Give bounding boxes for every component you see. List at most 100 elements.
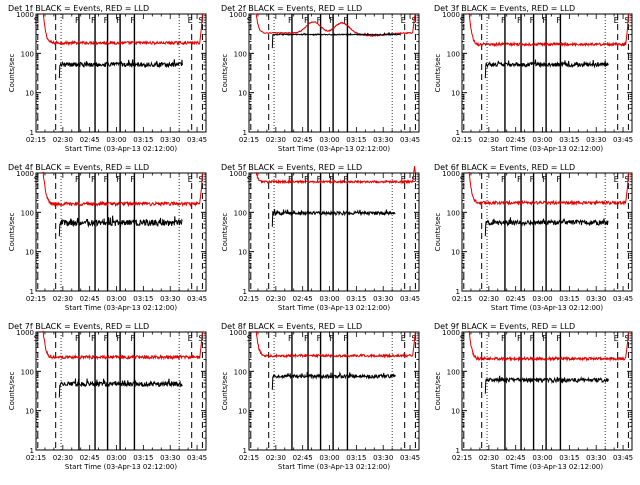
events-series-line [58, 378, 183, 398]
detector-panel-8: Det 8f BLACK = Events, RED = LLD 1 10 100 10… [221, 322, 420, 471]
marker-label: F [501, 16, 506, 25]
y-tick-label: 1000 [16, 11, 34, 19]
x-tick-label: 03:30 [373, 454, 393, 462]
x-tick-label: 02:15 [239, 295, 259, 303]
marker-label: S [198, 334, 203, 343]
y-tick-label: 100 [447, 368, 460, 376]
marker-label: S [34, 16, 39, 25]
marker-label: F [288, 16, 293, 25]
events-series-line [271, 371, 396, 390]
plot-frame [461, 13, 633, 133]
marker-label: F [104, 175, 109, 184]
y-tick-label: 100 [447, 50, 460, 58]
detector-panel-1: Det 1f BLACK = Events, RED = LLD 1 10 100 10… [8, 4, 207, 153]
y-tick-label: 1000 [229, 11, 247, 19]
panel-title: Det 1f BLACK = Events, RED = LLD [8, 4, 149, 13]
x-tick-label: 02:15 [239, 454, 259, 462]
marker-label: F [288, 334, 293, 343]
marker-label: E [614, 175, 619, 184]
marker-label: F [304, 16, 309, 25]
marker-label: F [130, 175, 135, 184]
x-axis-label: Start Time (03-Apr-13 02:12:00) [491, 145, 603, 153]
y-tick-label: 100 [234, 368, 247, 376]
y-tick-label: 100 [21, 368, 34, 376]
y-tick-label: 10 [238, 249, 247, 257]
marker-label: F [317, 334, 322, 343]
y-tick-label: 1 [243, 288, 247, 296]
panel-title: Det 5f BLACK = Events, RED = LLD [221, 163, 362, 172]
y-tick-label: 10 [25, 408, 34, 416]
marker-label: S [34, 334, 39, 343]
x-tick-label: 03:15 [559, 295, 579, 303]
x-axis-label: Start Time (03-Apr-13 02:12:00) [278, 304, 390, 312]
y-axis-label: Counts/sec [434, 372, 442, 411]
x-tick-label: 03:15 [133, 136, 153, 144]
marker-label: F [304, 175, 309, 184]
marker-label: F [556, 175, 561, 184]
marker-label: F [75, 334, 80, 343]
lld-series-line [467, 171, 629, 207]
marker-label: F [130, 334, 135, 343]
y-axis-label: Counts/sec [8, 372, 16, 411]
detector-panel-9: Det 9f BLACK = Events, RED = LLD 1 10 100 10… [434, 322, 633, 471]
events-series-line [484, 217, 609, 237]
x-tick-label: 03:30 [160, 454, 180, 462]
x-axis: 02:15 02:30 02:45 03:00 03:15 03:30 03:45 Start… [239, 173, 420, 312]
x-axis-label: Start Time (03-Apr-13 02:12:00) [491, 304, 603, 312]
marker-label: S [247, 16, 252, 25]
marker-label: S [411, 175, 416, 184]
panel-title: Det 6f BLACK = Events, RED = LLD [434, 163, 575, 172]
lld-series-line [467, 12, 629, 48]
events-series-line [484, 59, 609, 79]
marker-label: F [91, 334, 96, 343]
events-series-line [271, 31, 402, 49]
marker-label: S [247, 175, 252, 184]
marker-label: F [116, 175, 121, 184]
x-tick-label: 03:15 [133, 454, 153, 462]
marker-label: E [401, 334, 406, 343]
marker-label: E [401, 175, 406, 184]
y-axis: 1 10 100 1000 Counts/sec [8, 11, 206, 137]
marker-label: F [329, 175, 334, 184]
y-axis-label: Counts/sec [434, 213, 442, 252]
y-axis-label: Counts/sec [221, 54, 229, 93]
x-tick-label: 03:00 [319, 295, 339, 303]
y-axis: 1 10 100 1000 Counts/sec [221, 11, 419, 137]
marker-label: F [542, 16, 547, 25]
marker-label: F [556, 334, 561, 343]
y-tick-label: 100 [21, 209, 34, 217]
x-axis: 02:15 02:30 02:45 03:00 03:15 03:30 03:45 Start… [452, 332, 633, 471]
marker-label: F [556, 16, 561, 25]
x-tick-label: 02:15 [452, 454, 472, 462]
y-tick-label: 1 [30, 288, 34, 296]
marker-label: F [304, 334, 309, 343]
x-tick-label: 03:30 [586, 295, 606, 303]
detector-panel-6: Det 6f BLACK = Events, RED = LLD 1 10 100 10… [434, 163, 633, 312]
marker-label: S [34, 175, 39, 184]
x-tick-label: 02:15 [239, 136, 259, 144]
y-tick-label: 1000 [442, 170, 460, 178]
plot-frame [35, 172, 207, 292]
x-tick-label: 02:15 [452, 295, 472, 303]
x-axis-label: Start Time (03-Apr-13 02:12:00) [65, 463, 177, 471]
x-tick-label: 02:15 [452, 136, 472, 144]
y-tick-label: 1 [456, 288, 460, 296]
plot-frame [248, 172, 420, 292]
marker-label: S [411, 334, 416, 343]
x-tick-label: 03:30 [373, 295, 393, 303]
y-tick-label: 10 [451, 408, 460, 416]
x-tick-label: 03:45 [613, 454, 633, 462]
lld-series-line [254, 13, 416, 38]
marker-label: F [517, 334, 522, 343]
x-tick-label: 03:45 [187, 454, 207, 462]
x-tick-label: 03:00 [106, 295, 126, 303]
y-tick-label: 1000 [442, 11, 460, 19]
plot-frame [248, 331, 420, 451]
marker-label: F [530, 16, 535, 25]
